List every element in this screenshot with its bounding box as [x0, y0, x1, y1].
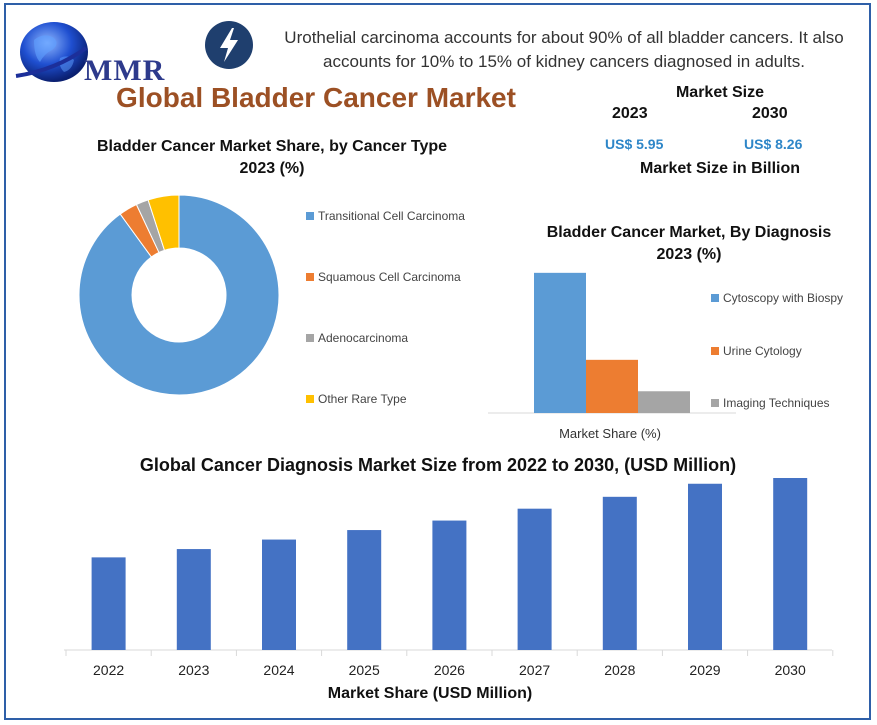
donut-slice [78, 194, 280, 396]
market-tick-label: 2026 [434, 662, 465, 678]
market-tick-label: 2023 [178, 662, 209, 678]
market-bar [602, 496, 637, 650]
diagnosis-bar-chart [488, 272, 736, 414]
market-tick-label: 2024 [263, 662, 294, 678]
legend-label: Other Rare Type [318, 392, 407, 406]
market-bar [432, 520, 467, 650]
market-x-label: Market Share (USD Million) [327, 685, 533, 702]
donut-legend-item: Other Rare Type [306, 392, 407, 406]
legend-swatch [306, 212, 314, 220]
diagnosis-legend-item: Urine Cytology [711, 343, 851, 360]
market-tick-label: 2030 [775, 662, 806, 678]
legend-label: Cytoscopy with Biospy [723, 291, 844, 305]
market-bar [347, 530, 382, 650]
lightning-icon [205, 21, 253, 69]
donut-legend-item: Adenocarcinoma [306, 331, 408, 345]
poster-frame [4, 3, 871, 720]
donut-legend-item: Transitional Cell Carcinoma [306, 209, 465, 223]
diagnosis-bar [638, 391, 690, 413]
market-tick-label: 2028 [604, 662, 635, 678]
diagnosis-legend-item: Imaging Techniques [711, 395, 851, 412]
market-tick-label: 2022 [93, 662, 124, 678]
market-tick-label: 2025 [349, 662, 380, 678]
donut-chart-title: Bladder Cancer Market Share, by Cancer T… [96, 138, 448, 177]
diagnosis-chart-title: Bladder Cancer Market, By Diagnosis 2023… [546, 224, 832, 263]
market-size-footer: Market Size in Billion [639, 160, 801, 177]
legend-label: Urine Cytology [723, 344, 802, 358]
market-size-value-2023: US$ 5.95 [605, 136, 664, 152]
market-size-year-2023: 2023 [612, 105, 648, 122]
market-bar [91, 557, 126, 650]
diagnosis-x-label: Market Share (%) [559, 426, 661, 441]
logo-text: MMR [84, 54, 166, 87]
legend-label: Adenocarcinoma [318, 331, 409, 345]
page-title: Global Bladder Cancer Market [116, 82, 516, 113]
mmr-logo: MMR [12, 12, 164, 87]
legend-label: Imaging Techniques [723, 396, 830, 410]
market-bar [688, 483, 722, 650]
diagnosis-bar [586, 359, 638, 413]
donut-legend-item: Squamous Cell Carcinoma [306, 270, 461, 284]
donut-slice [147, 194, 180, 251]
market-tick-label: 2027 [519, 662, 550, 678]
donut-chart [78, 194, 280, 396]
legend-swatch [711, 399, 719, 407]
market-bar [262, 539, 296, 650]
legend-label: Squamous Cell Carcinoma [318, 270, 461, 284]
diagnosis-bar [534, 272, 586, 413]
legend-swatch [711, 294, 719, 302]
legend-swatch [711, 347, 719, 355]
market-bar [773, 478, 808, 650]
market-bar [517, 508, 552, 650]
market-size-title: Market Size [675, 84, 765, 101]
legend-label: Transitional Cell Carcinoma [318, 209, 465, 223]
market-bar [176, 549, 211, 650]
market-tick-label: 2029 [689, 662, 720, 678]
market-size-year-2030: 2030 [752, 105, 788, 122]
globe-icon [15, 22, 88, 82]
info-text: Urothelial carcinoma accounts for about … [284, 28, 844, 71]
diagnosis-legend-item: Cytoscopy with Biospy [711, 290, 851, 307]
legend-swatch [306, 334, 314, 342]
market-chart-title: Global Cancer Diagnosis Market Size from… [139, 455, 737, 475]
market-size-value-2030: US$ 8.26 [744, 136, 803, 152]
legend-swatch [306, 395, 314, 403]
legend-swatch [306, 273, 314, 281]
market-bar-chart: 2022 2023 2024 2025 2026 2027 2028 2029 2030 [64, 478, 834, 678]
